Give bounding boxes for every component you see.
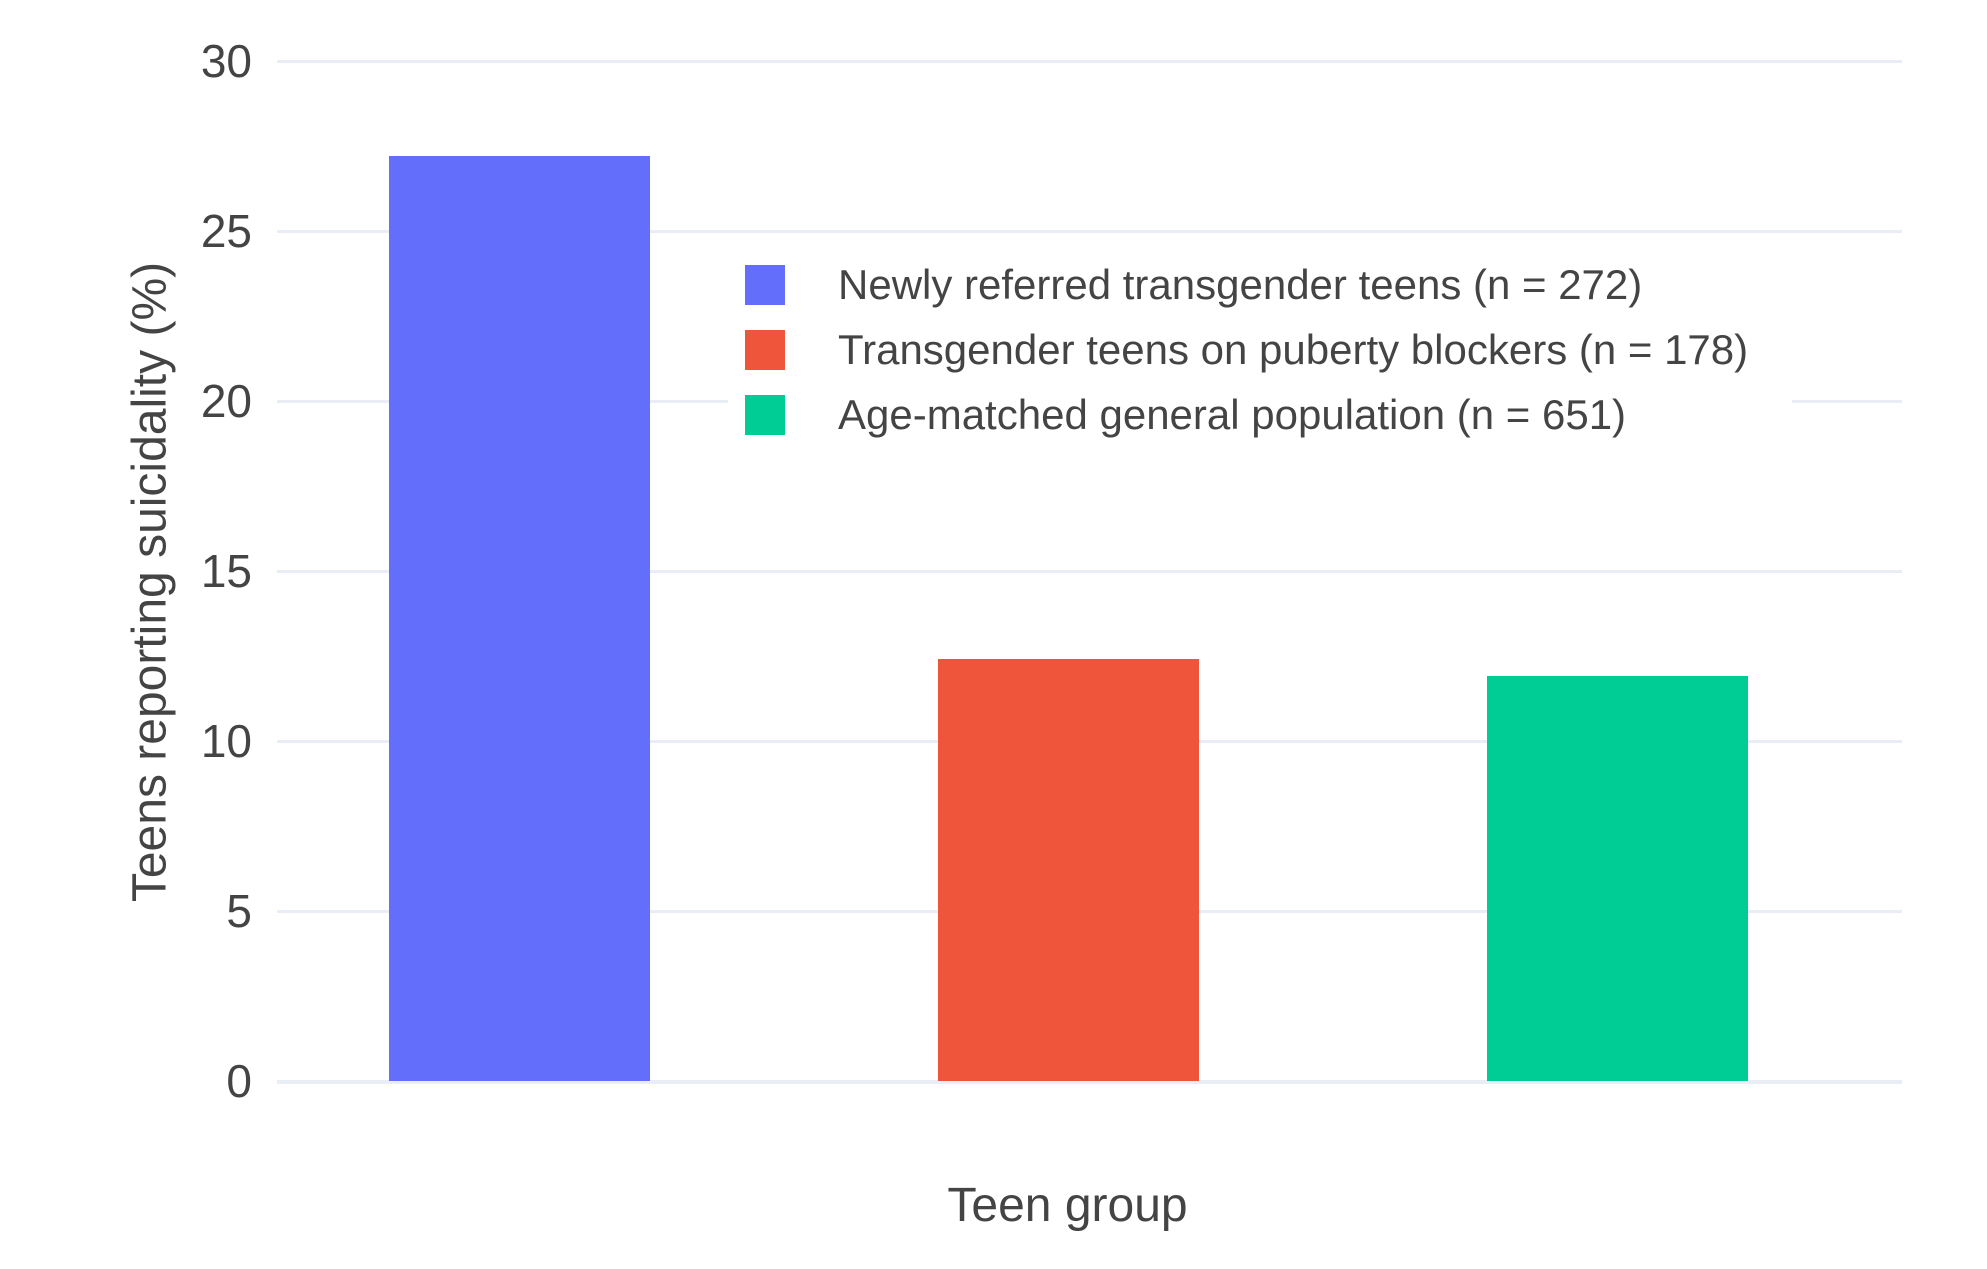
y-tick-label-15: 15	[200, 545, 252, 597]
legend: Newly referred transgender teens (n = 27…	[728, 247, 1792, 443]
gridline-30	[277, 60, 1902, 63]
y-tick-label-25: 25	[200, 205, 252, 257]
y-tick-label-20: 20	[200, 375, 252, 427]
legend-label: Age-matched general population (n = 651)	[838, 391, 1627, 438]
bar-newly-referred-transgender-teens	[388, 156, 650, 1081]
x-axis-title: Teen group	[947, 1179, 1188, 1232]
legend-item-newly-referred-transgender-teens: Newly referred transgender teens (n = 27…	[745, 261, 1792, 308]
gridline-15	[277, 570, 1902, 573]
bar-transgender-teens-on-puberty-blockers	[938, 659, 1199, 1081]
y-tick-label-0: 0	[226, 1055, 252, 1107]
y-tick-label-10: 10	[200, 715, 252, 767]
legend-label: Newly referred transgender teens (n = 27…	[838, 261, 1643, 308]
y-tick-label-5: 5	[226, 885, 252, 937]
x-axis-zero-line	[277, 1080, 1902, 1084]
legend-swatch-transgender-teens-on-puberty-blockers	[745, 330, 785, 370]
legend-item-transgender-teens-on-puberty-blockers: Transgender teens on puberty blockers (n…	[745, 326, 1792, 373]
gridline-25	[277, 230, 1902, 233]
y-tick-label-30: 30	[200, 35, 252, 87]
legend-item-age-matched-general-population: Age-matched general population (n = 651)	[745, 391, 1792, 438]
legend-swatch-newly-referred-transgender-teens	[745, 265, 785, 305]
legend-label: Transgender teens on puberty blockers (n…	[838, 326, 1749, 373]
legend-swatch-age-matched-general-population	[745, 395, 785, 435]
bar-age-matched-general-population	[1487, 676, 1748, 1081]
y-axis-title: Teens reporting suicidality (%)	[123, 261, 177, 903]
